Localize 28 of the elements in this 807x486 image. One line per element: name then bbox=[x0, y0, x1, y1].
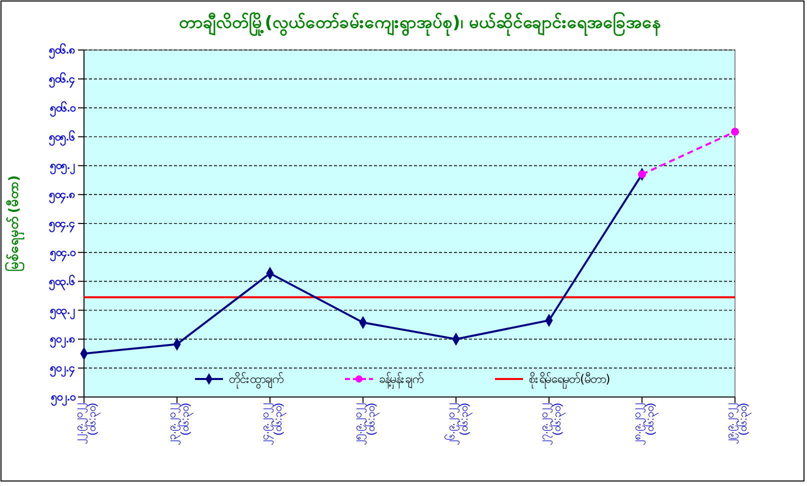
y-tick-label: ၅၀၆.၄ bbox=[48, 72, 75, 88]
y-tick-label: ၅၀၅.၆ bbox=[48, 130, 75, 146]
x-tick-label: ၂၂.၉.၂၀၂၂ (၀၆:၃၀) bbox=[73, 403, 101, 444]
x-tick-label: ၂၅.၉.၂၀၂၂ (၀၆:၃၀) bbox=[352, 403, 380, 446]
x-tick-label: ၂၆.၉.၂၀၂၂ (၀၆:၃၀) bbox=[444, 403, 473, 446]
legend-label: တိုင်းထွာချက် bbox=[229, 371, 283, 389]
y-tick-label: ၅၀၂.၄ bbox=[50, 362, 75, 378]
y-tick-label: ၅၀၃.၆ bbox=[48, 274, 75, 291]
legend-label: စိုးရိမ်ရေမှတ်(မီတာ) bbox=[529, 371, 610, 389]
y-axis-title: မြစ်ရေမှတ် (မီတာ) bbox=[4, 175, 25, 272]
y-tick-label: ၅၀၄.၀ bbox=[50, 246, 76, 262]
y-tick-label: ၅၀၄.၈ bbox=[48, 189, 75, 204]
y-tick-label: ၅၀၂.၈ bbox=[50, 334, 75, 349]
y-tick-label: ၅၀၃.၂ bbox=[50, 304, 76, 320]
x-tick-label: ၂၇.၉.၂၀၂၂ (၀၆:၃၀) bbox=[538, 403, 566, 446]
y-tick-label: ၅၀၄.၄ bbox=[48, 218, 75, 234]
y-tick-label: ၅၀၆.၀ bbox=[50, 101, 76, 118]
x-tick-label: ၂၉.၉.၂၀၂၂ (၀၆:၃၀) bbox=[724, 403, 752, 444]
y-tick-label: ၅၀၂.၀ bbox=[50, 392, 76, 407]
chart-title: တာချီလိတ်မြို့(လွယ်တော်ခမ်းကျေးရွာအုပ်စု)၊ မယ်ဆိုင်ချောင်းရေအခြေအနေ bbox=[178, 10, 662, 37]
x-tick-label: ၂၃.၉.၂၀၂၂ (၀၆:၃၀) bbox=[166, 403, 194, 446]
y-tick-label: ၅၀၅.၂ bbox=[50, 160, 76, 176]
x-tick-label: ၂၄.၉.၂၀၂၂ (၀၆:၃၀) bbox=[259, 403, 287, 446]
y-tick-label: ၅၀၆.၈ bbox=[48, 44, 75, 60]
point bbox=[731, 128, 739, 136]
point bbox=[638, 170, 646, 178]
legend-label: ခန့်မှန်းချက် bbox=[379, 371, 423, 389]
x-tick-label: ၂၈.၉.၂၀၂၂ (၀၆:၃၀) bbox=[631, 403, 659, 446]
